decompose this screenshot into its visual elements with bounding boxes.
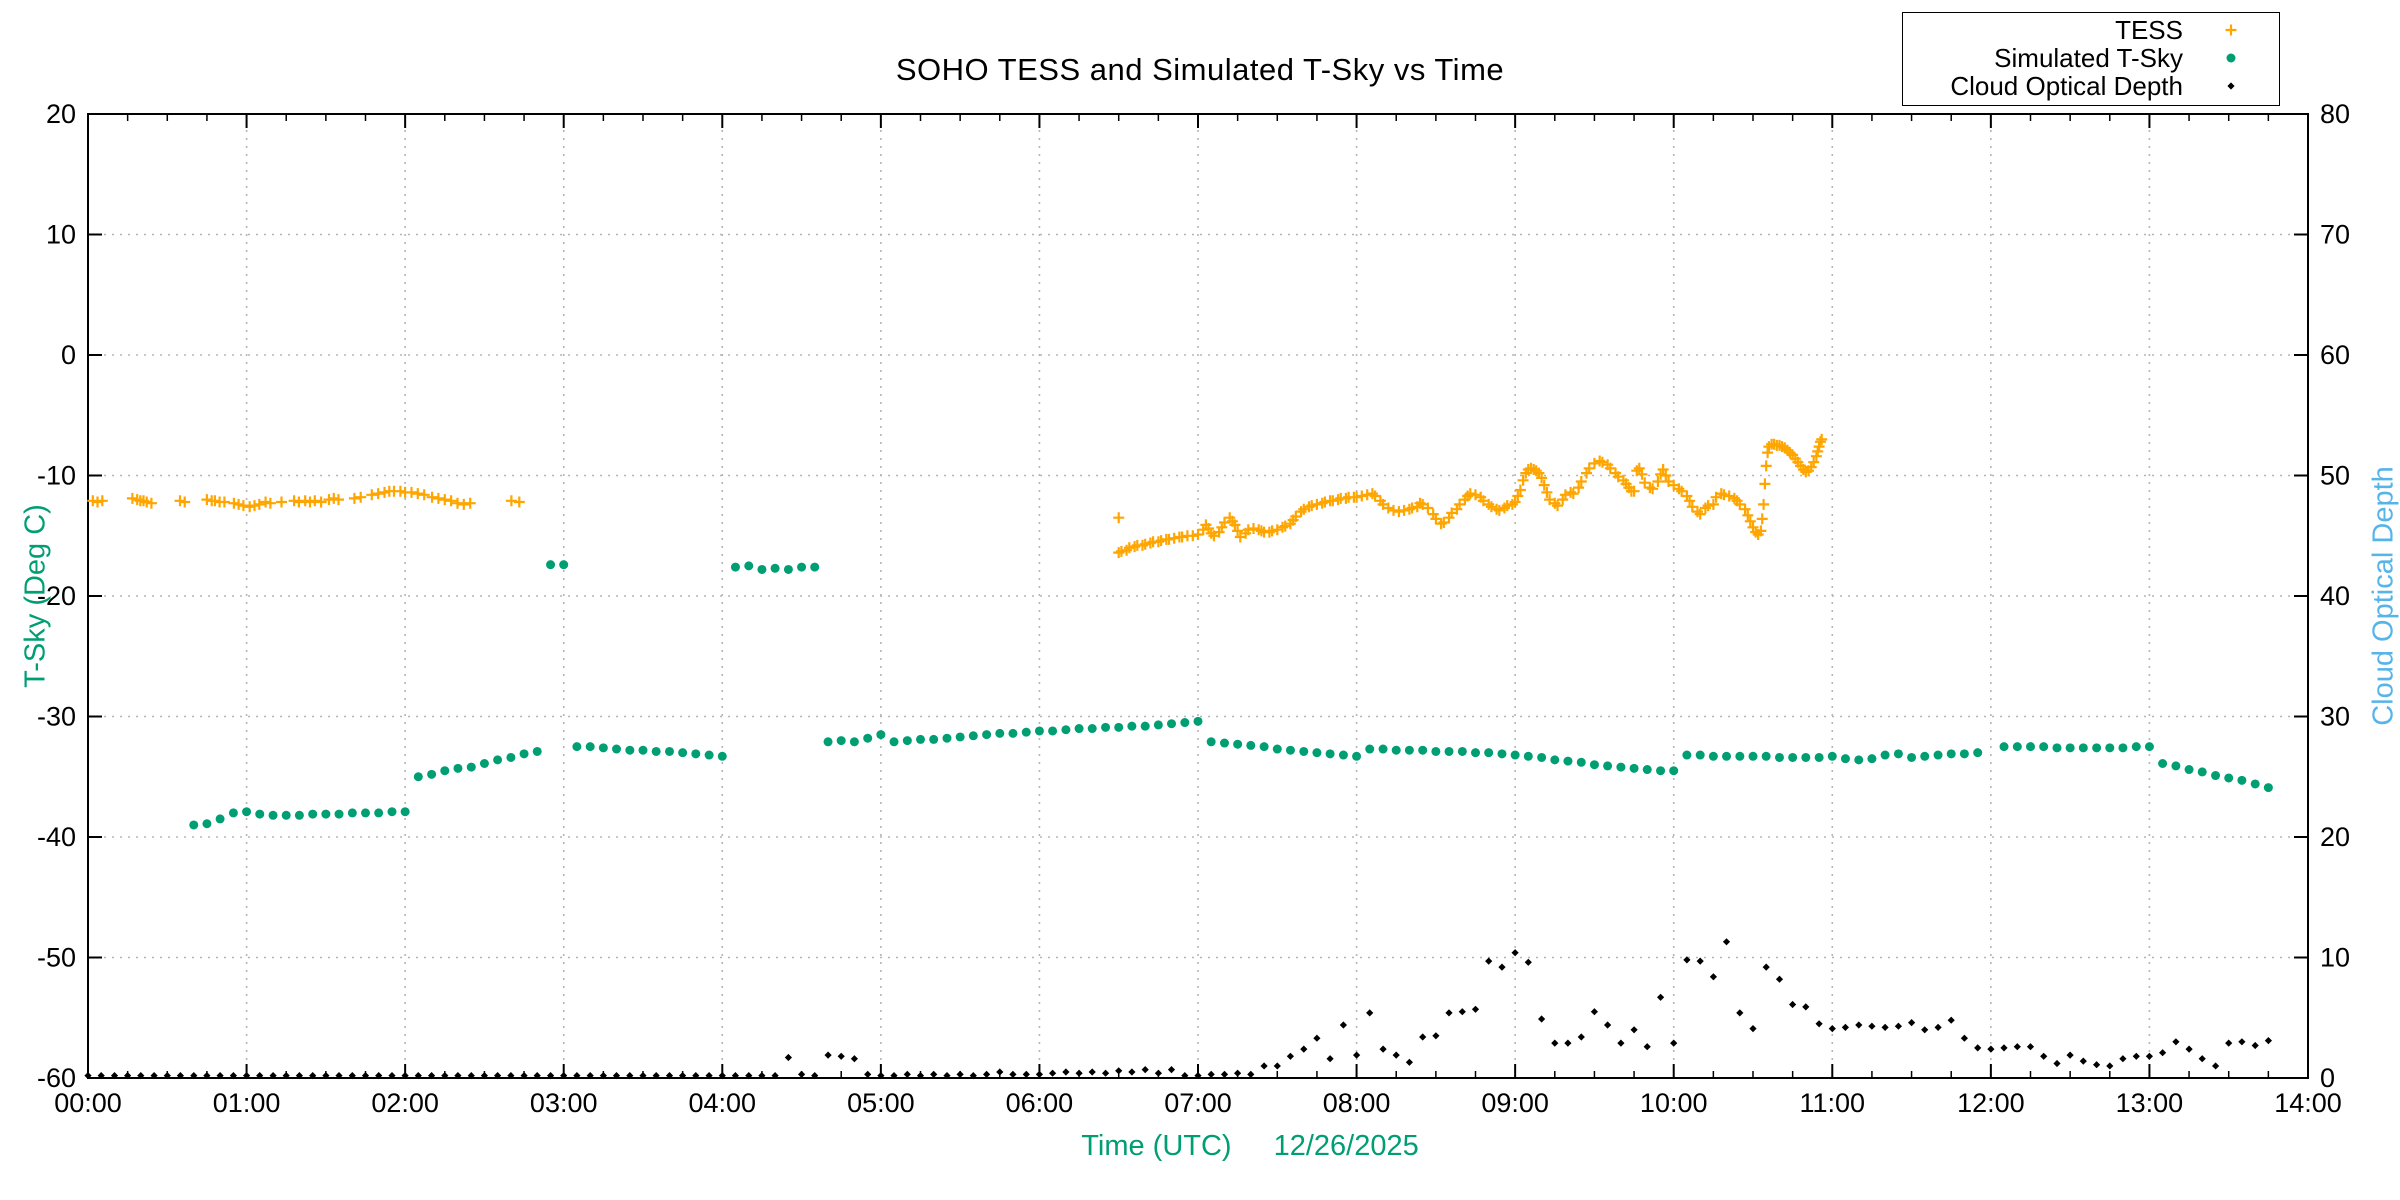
svg-text:02:00: 02:00 xyxy=(371,1088,439,1118)
svg-text:-60: -60 xyxy=(37,1063,76,1093)
legend-label-tess: TESS xyxy=(2115,15,2183,45)
legend-label-cloud-optical-depth: Cloud Optical Depth xyxy=(1950,71,2183,101)
legend-label-simulated-tsky: Simulated T-Sky xyxy=(1994,43,2183,73)
svg-text:60: 60 xyxy=(2320,340,2350,370)
svg-text:-10: -10 xyxy=(37,461,76,491)
svg-text:09:00: 09:00 xyxy=(1481,1088,1549,1118)
right-y-axis-label: Cloud Optical Depth xyxy=(2367,466,2400,726)
svg-text:14:00: 14:00 xyxy=(2274,1088,2342,1118)
x-axis-label: Time (UTC) 12/26/2025 xyxy=(1081,1130,1419,1163)
left-y-axis-label: T-Sky (Deg C) xyxy=(19,504,52,688)
svg-text:03:00: 03:00 xyxy=(530,1088,598,1118)
tsky-dot-marker-icon xyxy=(2183,45,2279,71)
svg-text:11:00: 11:00 xyxy=(1800,1088,1866,1118)
cloud-diamond-marker-icon xyxy=(2183,73,2279,99)
svg-text:20: 20 xyxy=(46,99,76,129)
svg-text:-50: -50 xyxy=(37,943,76,973)
svg-text:04:00: 04:00 xyxy=(688,1088,756,1118)
svg-text:13:00: 13:00 xyxy=(2116,1088,2184,1118)
svg-text:80: 80 xyxy=(2320,99,2350,129)
svg-text:0: 0 xyxy=(2320,1063,2335,1093)
svg-text:-20: -20 xyxy=(37,581,76,611)
svg-text:20: 20 xyxy=(2320,822,2350,852)
svg-text:10:00: 10:00 xyxy=(1640,1088,1708,1118)
tess-plus-marker-icon xyxy=(2183,17,2279,43)
svg-text:10: 10 xyxy=(46,220,76,250)
chart-title: SOHO TESS and Simulated T-Sky vs Time xyxy=(895,52,1505,87)
svg-text:07:00: 07:00 xyxy=(1164,1088,1232,1118)
svg-text:30: 30 xyxy=(2320,702,2350,732)
svg-text:0: 0 xyxy=(61,340,76,370)
svg-text:12:00: 12:00 xyxy=(1957,1088,2025,1118)
legend-item-cloud-optical-depth: Cloud Optical Depth xyxy=(1903,72,2279,100)
svg-text:06:00: 06:00 xyxy=(1006,1088,1074,1118)
legend: TESS Simulated T-Sky Cloud Optical Depth xyxy=(1902,12,2280,106)
legend-item-simulated-tsky: Simulated T-Sky xyxy=(1903,44,2279,72)
svg-text:00:00: 00:00 xyxy=(54,1088,122,1118)
svg-text:50: 50 xyxy=(2320,461,2350,491)
svg-text:-30: -30 xyxy=(37,702,76,732)
svg-text:01:00: 01:00 xyxy=(213,1088,281,1118)
svg-text:-40: -40 xyxy=(37,822,76,852)
svg-text:70: 70 xyxy=(2320,220,2350,250)
x-axis-label-text: Time (UTC) xyxy=(1081,1130,1232,1162)
svg-text:08:00: 08:00 xyxy=(1323,1088,1391,1118)
svg-text:40: 40 xyxy=(2320,581,2350,611)
x-axis-date-annotation: 12/26/2025 xyxy=(1273,1130,1419,1162)
svg-text:10: 10 xyxy=(2320,943,2350,973)
legend-item-tess: TESS xyxy=(1903,16,2279,44)
svg-text:05:00: 05:00 xyxy=(847,1088,915,1118)
